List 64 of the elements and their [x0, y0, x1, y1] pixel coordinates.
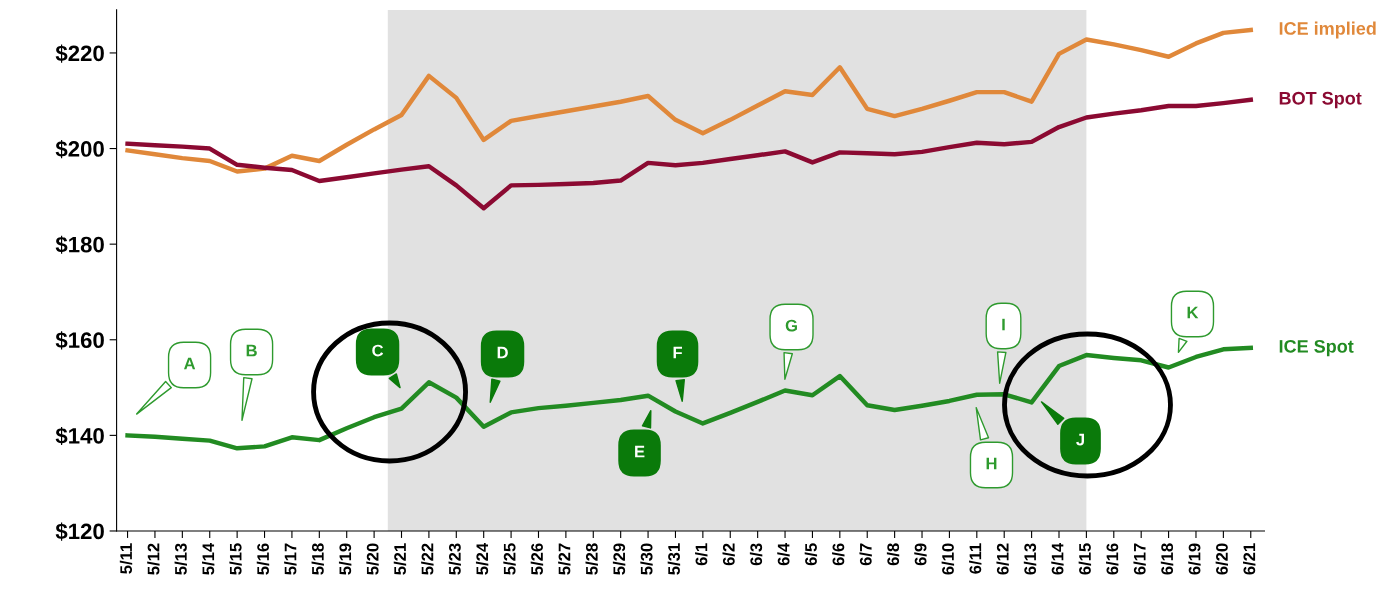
annotation: H [986, 457, 997, 470]
x-tick-label: 6/16 [1106, 543, 1119, 575]
annotation: J [1076, 433, 1084, 446]
x-tick-label: 6/2 [722, 543, 735, 566]
annotation: F [673, 346, 683, 359]
x-tick-label: 6/10 [941, 543, 955, 575]
x-tick-label: 5/27 [558, 543, 571, 575]
x-tick-label: 5/15 [229, 543, 242, 575]
x-tick-label: 5/12 [147, 543, 160, 575]
x-tick-label: 5/14 [201, 542, 215, 575]
x-tick-label: 6/17 [1133, 543, 1146, 575]
annotation: B [246, 344, 257, 357]
line-series [125, 97, 1253, 211]
x-tick-label: 5/18 [311, 543, 324, 575]
x-tick-label: 6/7 [859, 543, 872, 566]
x-tick-label: 5/28 [585, 543, 598, 575]
y-tick-label: $160 [55, 331, 104, 350]
x-tick-label: 5/24 [475, 542, 489, 575]
x-tick-label: 6/8 [886, 543, 900, 566]
x-tick-label: 5/30 [640, 543, 653, 575]
annotation: C [372, 344, 384, 357]
annotation: K [1187, 306, 1199, 319]
x-tick-label: 6/21 [1243, 543, 1256, 575]
x-tick-label: 6/3 [749, 543, 763, 566]
x-tick-label: 5/16 [256, 543, 270, 575]
x-tick-label: 5/29 [612, 543, 626, 575]
line-series [125, 27, 1253, 174]
x-tick-label: 6/20 [1215, 543, 1229, 575]
annotation: G [785, 319, 797, 332]
x-tick-label: 6/6 [832, 543, 845, 566]
y-tick-label: $200 [55, 140, 104, 159]
x-tick-label: 6/4 [777, 542, 790, 566]
x-tick-label: 5/26 [530, 543, 544, 575]
x-tick-label: 5/31 [667, 543, 681, 575]
x-tick-label: 6/1 [695, 543, 708, 566]
series-label: ICE Spot [1279, 339, 1354, 357]
x-tick-label: 5/25 [503, 543, 516, 575]
x-tick-label: 6/11 [969, 543, 982, 574]
x-tick-label: 6/15 [1078, 543, 1092, 575]
x-tick-label: 5/17 [284, 543, 297, 575]
y-tick-label: $140 [55, 426, 104, 446]
annotation: A [183, 357, 196, 370]
annotation: E [635, 445, 645, 458]
y-tick-label: $220 [55, 44, 104, 63]
y-tick-label: $180 [55, 235, 104, 254]
x-tick-label: 6/18 [1160, 543, 1174, 575]
x-tick-label: 5/22 [421, 543, 434, 575]
x-tick-label: 6/19 [1188, 543, 1201, 575]
x-tick-label: 5/19 [338, 543, 352, 575]
x-tick-label: 6/12 [996, 543, 1009, 575]
y-tick-label: $120 [55, 522, 104, 541]
x-tick-label: 5/13 [174, 543, 187, 575]
x-tick-label: 5/11 [119, 543, 133, 574]
x-tick-label: 6/5 [804, 543, 818, 566]
annotation: I [1002, 318, 1005, 331]
x-tick-label: 6/9 [914, 543, 927, 566]
series-label: BOT Spot [1279, 91, 1362, 109]
x-tick-label: 5/21 [393, 543, 407, 575]
series-label: ICE implied [1279, 21, 1376, 39]
x-tick-label: 5/23 [448, 543, 461, 575]
x-tick-label: 6/13 [1023, 543, 1037, 575]
x-tick-label: 5/20 [366, 543, 379, 575]
annotation: D [497, 346, 508, 359]
x-tick-label: 6/14 [1051, 542, 1064, 575]
